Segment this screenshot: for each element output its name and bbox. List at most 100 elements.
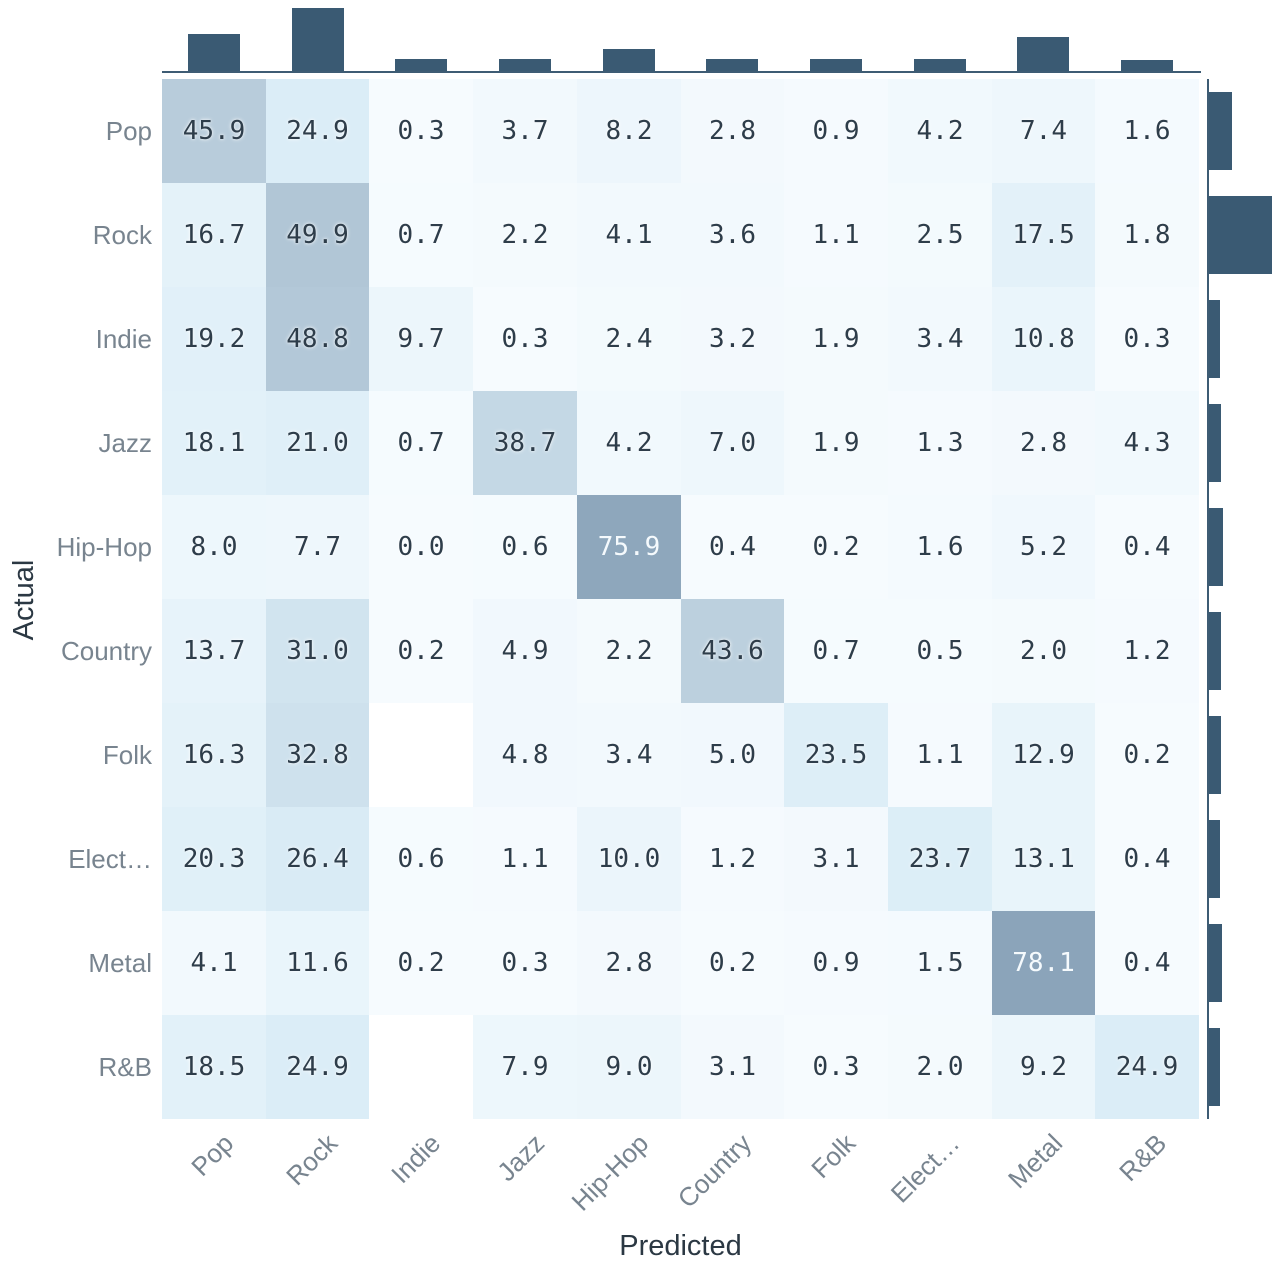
heatmap-cell: 20.3	[162, 807, 266, 911]
heatmap-cell: 2.2	[577, 599, 681, 703]
cell-value: 4.1	[605, 220, 653, 250]
heatmap-cell: 0.2	[1095, 703, 1199, 807]
right-marginal-bar	[1209, 924, 1222, 1002]
heatmap-cell: 1.8	[1095, 183, 1199, 287]
heatmap-cell: 5.2	[992, 495, 1095, 599]
heatmap-cell: 2.2	[473, 183, 577, 287]
cell-value: 0.2	[397, 636, 445, 666]
cell-value: 3.4	[605, 740, 653, 770]
heatmap-cell: 0.2	[784, 495, 888, 599]
cell-value: 5.2	[1020, 532, 1067, 562]
cell-value: 4.2	[916, 116, 964, 146]
top-marginal-bar	[810, 59, 862, 71]
heatmap-cell: 0.9	[784, 79, 888, 183]
cell-value: 1.2	[1123, 636, 1171, 666]
heatmap-cell: 7.0	[681, 391, 784, 495]
heatmap-cell: 2.8	[577, 911, 681, 1015]
cell-value: 16.3	[182, 740, 246, 770]
cell-value: 24.9	[286, 1052, 349, 1082]
heatmap-cell: 26.4	[266, 807, 369, 911]
cell-value: 13.1	[1012, 844, 1075, 874]
top-marginal-bar	[1017, 37, 1069, 71]
heatmap-cell: 23.5	[784, 703, 888, 807]
top-marginal-bar	[706, 59, 758, 71]
heatmap-cell: 13.7	[162, 599, 266, 703]
heatmap-cell: 23.7	[888, 807, 992, 911]
heatmap-cell: 0.3	[1095, 287, 1199, 391]
cell-value: 9.2	[1020, 1052, 1067, 1082]
cell-value: 2.5	[916, 220, 964, 250]
cell-value: 0.6	[397, 844, 445, 874]
cell-value: 7.4	[1020, 116, 1067, 146]
right-marginal-bar	[1209, 196, 1272, 274]
y-tick-label: Jazz	[98, 427, 152, 458]
top-marginal-bar	[188, 34, 240, 71]
cell-value: 0.4	[709, 532, 756, 562]
cell-value: 9.0	[605, 1052, 653, 1082]
y-tick-label: Rock	[92, 219, 152, 250]
cell-value: 7.9	[501, 1052, 549, 1082]
cell-value: 0.2	[397, 948, 445, 978]
cell-value: 0.2	[709, 948, 756, 978]
top-marginal-bar	[499, 59, 551, 71]
heatmap-cell: 1.1	[888, 703, 992, 807]
heatmap-cell: 7.9	[473, 1015, 577, 1119]
cell-value: 1.9	[812, 428, 860, 458]
cell-value: 17.5	[1012, 220, 1075, 250]
cell-value: 11.6	[286, 948, 349, 978]
cell-value: 0.4	[1123, 948, 1171, 978]
heatmap-cell: 0.4	[1095, 911, 1199, 1015]
right-marginal-bar	[1209, 300, 1220, 378]
cell-value: 2.8	[709, 116, 756, 146]
heatmap-cell: 16.7	[162, 183, 266, 287]
top-marginal-bar	[1121, 60, 1173, 71]
cell-value: 0.4	[1123, 844, 1171, 874]
heatmap-cell: 2.5	[888, 183, 992, 287]
cell-value: 0.3	[812, 1052, 860, 1082]
x-axis-title: Predicted	[619, 1230, 742, 1262]
heatmap-cell: 1.6	[888, 495, 992, 599]
heatmap-cell: 18.5	[162, 1015, 266, 1119]
cell-value: 1.5	[916, 948, 964, 978]
heatmap-cell: 0.7	[784, 599, 888, 703]
heatmap-cell: 24.9	[266, 1015, 369, 1119]
heatmap-cell: 4.1	[162, 911, 266, 1015]
heatmap-cell: 38.7	[473, 391, 577, 495]
cell-value: 78.1	[1012, 948, 1075, 978]
heatmap-cell: 0.3	[473, 911, 577, 1015]
cell-value: 2.8	[605, 948, 653, 978]
heatmap-cell: 48.8	[266, 287, 369, 391]
heatmap-cell: 10.8	[992, 287, 1095, 391]
heatmap-cell: 12.9	[992, 703, 1095, 807]
y-tick-label: Elect…	[68, 843, 152, 874]
heatmap-cell: 0.4	[1095, 495, 1199, 599]
cell-value: 1.3	[916, 428, 964, 458]
heatmap-cell: 3.6	[681, 183, 784, 287]
heatmap-cell: 49.9	[266, 183, 369, 287]
cell-value: 1.9	[812, 324, 860, 354]
cell-value: 1.6	[916, 532, 964, 562]
cell-value: 24.9	[286, 116, 349, 146]
heatmap-cell: 9.2	[992, 1015, 1095, 1119]
heatmap-cell: 0.2	[369, 911, 473, 1015]
heatmap-cell: 9.0	[577, 1015, 681, 1119]
cell-value: 3.1	[812, 844, 860, 874]
heatmap-cell: 7.7	[266, 495, 369, 599]
heatmap-cell: 4.1	[577, 183, 681, 287]
cell-value: 8.0	[190, 532, 238, 562]
cell-value: 4.1	[190, 948, 238, 978]
cell-value: 4.9	[501, 636, 549, 666]
heatmap-cell: 45.9	[162, 79, 266, 183]
heatmap-cell: 9.7	[369, 287, 473, 391]
heatmap-cell: 1.2	[1095, 599, 1199, 703]
cell-value: 3.2	[709, 324, 756, 354]
heatmap-cell: 3.4	[577, 703, 681, 807]
cell-value: 26.4	[286, 844, 349, 874]
right-marginal-bar	[1209, 92, 1232, 170]
heatmap-cell: 32.8	[266, 703, 369, 807]
cell-value: 2.0	[1020, 636, 1067, 666]
heatmap-cell: 1.3	[888, 391, 992, 495]
cell-value: 23.7	[908, 844, 972, 874]
cell-value: 2.0	[916, 1052, 964, 1082]
heatmap-cell: 0.4	[1095, 807, 1199, 911]
